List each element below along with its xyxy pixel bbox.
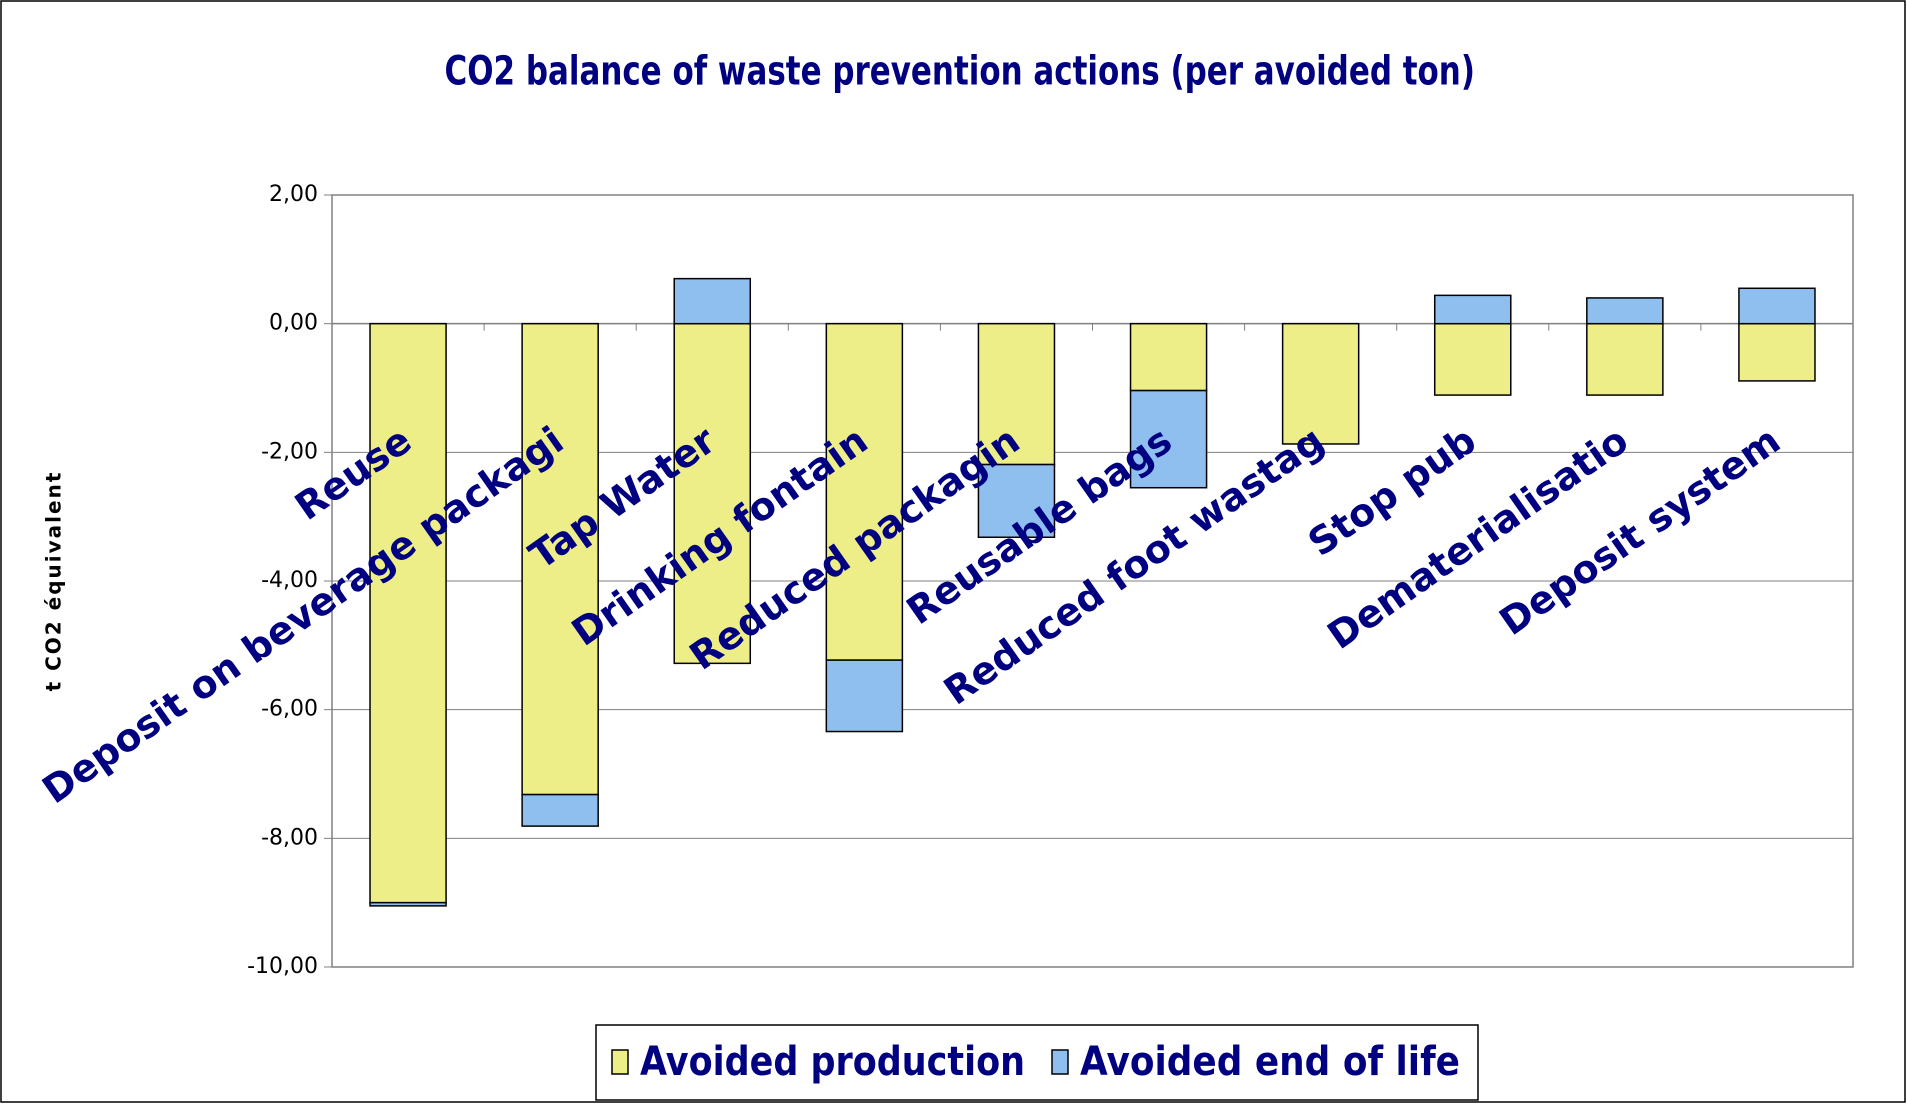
- bar-segment: [1738, 287, 1816, 325]
- bar-segment: [825, 659, 904, 733]
- legend-swatch: [1051, 1049, 1069, 1075]
- bar-segment: [1586, 297, 1664, 325]
- y-tick-label: -4,00: [261, 568, 318, 593]
- y-tick-label: 2,00: [269, 182, 318, 207]
- bar-segment: [1433, 322, 1512, 396]
- bar-segment: [977, 463, 1056, 539]
- bar-segment: [521, 793, 599, 827]
- chart-title: CO2 balance of waste prevention actions …: [445, 47, 1475, 94]
- bar-segment: [1433, 294, 1512, 325]
- legend: [595, 1024, 1479, 1101]
- y-axis-label: t CO2 équivalent: [42, 471, 66, 692]
- bar-segment: [521, 322, 599, 796]
- bar-segment: [977, 322, 1056, 466]
- y-tick-label: -6,00: [261, 697, 318, 722]
- bar-segment: [825, 322, 904, 661]
- bar-segment: [673, 322, 752, 665]
- bar-segment: [1129, 322, 1208, 392]
- bar-segment: [1738, 322, 1816, 382]
- bar-segment: [1586, 322, 1664, 396]
- y-tick-label: 0,00: [269, 311, 318, 336]
- bar-segment: [673, 277, 752, 325]
- y-tick-label: -2,00: [261, 439, 318, 464]
- legend-label: Avoided production: [640, 1039, 1025, 1085]
- bar-segment: [1129, 389, 1208, 489]
- bar-segment: [1281, 322, 1360, 445]
- legend-label: Avoided end of life: [1080, 1039, 1460, 1085]
- y-tick-label: -10,00: [247, 954, 318, 979]
- y-tick-label: -8,00: [261, 825, 318, 850]
- bar-segment: [369, 901, 447, 907]
- bar-segment: [369, 322, 447, 904]
- legend-swatch: [611, 1049, 629, 1075]
